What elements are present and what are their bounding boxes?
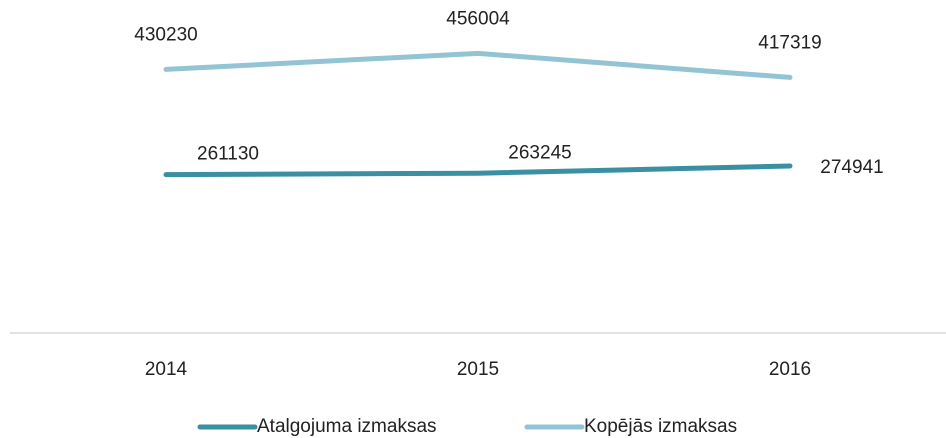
x-tick-label: 2016 — [769, 359, 811, 380]
legend-label: Atalgojuma izmaksas — [257, 416, 437, 437]
data-label: 417319 — [758, 32, 821, 53]
legend-label: Kopējās izmaksas — [584, 416, 737, 437]
data-label: 261130 — [197, 144, 259, 165]
data-label: 430230 — [134, 24, 197, 45]
data-label: 263245 — [508, 142, 571, 163]
data-label: 274941 — [820, 157, 883, 178]
data-label: 456004 — [446, 8, 510, 29]
x-tick-label: 2015 — [457, 359, 499, 380]
line-series — [163, 163, 793, 178]
line-series — [163, 50, 793, 80]
x-tick-label: 2014 — [145, 359, 188, 380]
